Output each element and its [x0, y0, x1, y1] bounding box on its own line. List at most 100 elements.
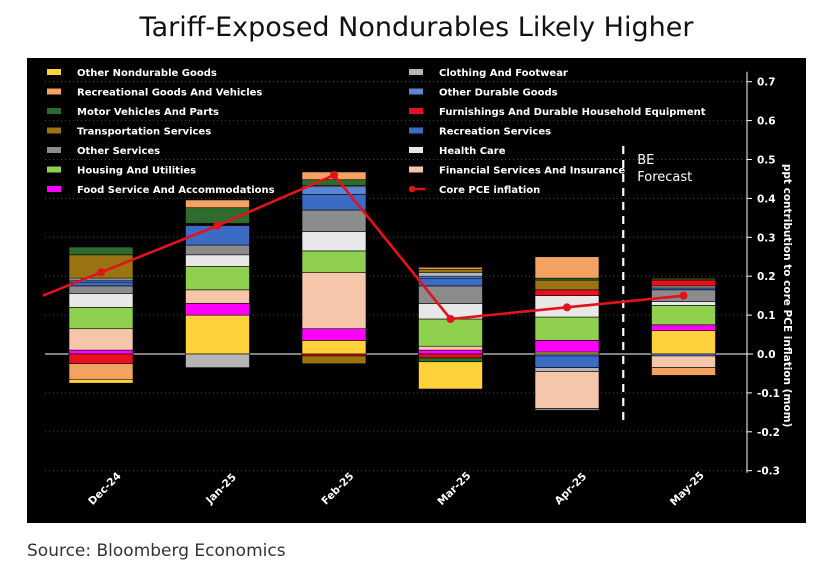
- bar-segment-housing-and-utilities: [301, 250, 367, 273]
- legend-swatch-other-services: [47, 147, 61, 153]
- bar-segment-furnishings-and-durable-household-equipment: [534, 289, 600, 296]
- core-pce-point: [563, 303, 571, 312]
- bar-segment-health-care: [651, 301, 716, 306]
- bar-segment-other-services: [418, 285, 483, 304]
- y-tick-label: 0.1: [757, 310, 776, 322]
- bar-segment-health-care: [301, 231, 367, 252]
- grid-lines: [45, 81, 753, 472]
- bar-segment-furnishings-and-durable-household-equipment: [651, 279, 716, 287]
- legend-swatch-housing-and-utilities: [47, 166, 61, 173]
- y-tick-label: 0.7: [757, 77, 776, 89]
- bar-segment-transportation-services: [418, 268, 483, 273]
- core-pce-point: [97, 268, 105, 277]
- x-tick-label: Dec-24: [86, 470, 123, 507]
- chart-svg: -0.3 -0.2 -0.1 0.0 0.1 0.2 0.3 0.4 0.5 0.6 0.7 ppt …: [42, 68, 793, 508]
- bar-segment-other-services: [534, 408, 600, 411]
- y-tick-label: -0.2: [757, 427, 780, 439]
- y-axis-label: ppt contribution to core PCE inflation (…: [781, 164, 793, 427]
- y-tick-label: 0.0: [757, 349, 776, 361]
- bar-segment-recreational-goods-and-vehicles: [418, 266, 483, 270]
- legend-label-housing-and-utilities: Housing And Utilities: [77, 166, 196, 177]
- bar-segment-other-nondurable-goods: [301, 340, 367, 355]
- bar-segment-clothing-and-footwear: [185, 353, 250, 368]
- forecast-annotation: BE Forecast: [637, 153, 692, 185]
- x-tick-label: May-25: [668, 469, 707, 508]
- legend-label-food-service-and-accommodations: Food Service And Accommodations: [77, 185, 275, 196]
- x-axis: Dec-24 Jan-25 Feb-25 Mar-25 Apr-25 May-25: [86, 469, 707, 508]
- legend-label-other-services: Other Services: [77, 146, 160, 157]
- legend-swatch-transportation-services: [47, 127, 61, 134]
- source-note: Source: Bloomberg Economics: [27, 541, 286, 561]
- core-pce-point: [679, 291, 688, 300]
- bar-segment-transportation-services: [301, 355, 367, 365]
- bar-segment-financial-services-and-insurance: [68, 328, 134, 351]
- bar-segment-other-services: [185, 244, 250, 256]
- bar-segment-other-nondurable-goods: [68, 378, 134, 384]
- legend-label-motor-vehicles-and-parts: Motor Vehicles And Parts: [77, 107, 219, 118]
- legend-swatch-other-nondurable-goods: [47, 69, 61, 75]
- bar-segment-clothing-and-footwear: [418, 272, 483, 277]
- legend-label-other-durable-goods: Other Durable Goods: [439, 88, 558, 99]
- legend-label-core-pce-inflation: Core PCE inflation: [439, 185, 540, 196]
- core-pce-point: [330, 171, 338, 180]
- bar-segment-health-care: [68, 293, 134, 308]
- y-tick-label: 0.6: [757, 116, 776, 128]
- bar-segment-financial-services-and-insurance: [301, 272, 367, 330]
- bar-segment-food-service-and-accommodations: [534, 340, 600, 353]
- core-pce-point: [446, 314, 455, 323]
- bar-segment-recreation-services: [534, 355, 600, 368]
- legend-label-recreational-goods-and-vehicles: Recreational Goods And Vehicles: [77, 88, 262, 99]
- chart-panel: -0.3 -0.2 -0.1 0.0 0.1 0.2 0.3 0.4 0.5 0.6 0.7 ppt …: [27, 58, 806, 523]
- forecast-annotation-line: Forecast: [637, 170, 692, 185]
- bar-segment-motor-vehicles-and-parts: [68, 246, 134, 256]
- bar-segment-other-nondurable-goods: [418, 361, 483, 390]
- bar-segment-food-service-and-accommodations: [301, 328, 367, 341]
- bar-segment-recreation-services: [418, 277, 483, 287]
- core-pce-point: [213, 221, 222, 230]
- bar-segment-recreational-goods-and-vehicles: [651, 367, 716, 376]
- bar-segment-clothing-and-footwear: [534, 367, 600, 372]
- bar-segment-financial-services-and-insurance: [185, 289, 250, 304]
- bar-segment-food-service-and-accommodations: [68, 349, 134, 355]
- legend-swatch-other-durable-goods: [409, 88, 423, 95]
- bar-segment-furnishings-and-durable-household-equipment: [418, 353, 483, 359]
- bar-segment-housing-and-utilities: [534, 316, 600, 341]
- bar-segment-other-nondurable-goods: [185, 314, 250, 355]
- legend-label-recreation-services: Recreation Services: [439, 127, 551, 138]
- legend-label-clothing-and-footwear: Clothing And Footwear: [439, 68, 568, 79]
- bar-segment-recreational-goods-and-vehicles: [534, 256, 600, 279]
- y-tick-label: 0.5: [757, 155, 776, 167]
- bar-segment-housing-and-utilities: [651, 305, 716, 326]
- x-tick-label: Feb-25: [319, 470, 356, 507]
- legend-label-financial-services-and-insurance: Financial Services And Insurance: [439, 166, 625, 177]
- bar-segment-recreational-goods-and-vehicles: [185, 199, 250, 209]
- bar-segment-other-services: [68, 285, 134, 295]
- bar-segment-other-durable-goods: [301, 186, 367, 195]
- bar-segment-financial-services-and-insurance: [418, 345, 483, 351]
- x-tick-label: Mar-25: [435, 470, 473, 508]
- legend-label-other-nondurable-goods: Other Nondurable Goods: [77, 68, 217, 79]
- x-tick-label: Jan-25: [203, 471, 239, 507]
- bar-segment-housing-and-utilities: [68, 307, 134, 330]
- bar-segment-health-care: [185, 254, 250, 267]
- bar-segment-recreational-goods-and-vehicles: [68, 363, 134, 380]
- legend-label-health-care: Health Care: [439, 146, 506, 157]
- bar-segment-other-nondurable-goods: [651, 330, 716, 355]
- bar-segment-transportation-services: [534, 279, 600, 291]
- legend-swatch-furnishings-and-durable-household-equipment: [409, 108, 423, 114]
- legend-swatch-food-service-and-accommodations: [47, 186, 61, 192]
- bar-segment-financial-services-and-insurance: [651, 355, 716, 368]
- legend-swatch-financial-services-and-insurance: [409, 166, 423, 173]
- stacked-bars: [68, 171, 716, 411]
- legend-swatch-recreational-goods-and-vehicles: [47, 88, 61, 95]
- legend-marker-core-pce: [408, 185, 416, 193]
- bar-segment-housing-and-utilities: [418, 318, 483, 347]
- y-tick-label: 0.3: [757, 232, 776, 244]
- bar-segment-other-services: [301, 209, 367, 232]
- bar-segment-food-service-and-accommodations: [651, 324, 716, 331]
- y-tick-label: -0.3: [757, 466, 780, 478]
- bar-segment-motor-vehicles-and-parts: [651, 277, 716, 280]
- bar-segment-furnishings-and-durable-household-equipment: [68, 353, 134, 365]
- core-pce-line: [42, 171, 688, 323]
- legend: Other Nondurable Goods Clothing And Footw…: [47, 68, 706, 196]
